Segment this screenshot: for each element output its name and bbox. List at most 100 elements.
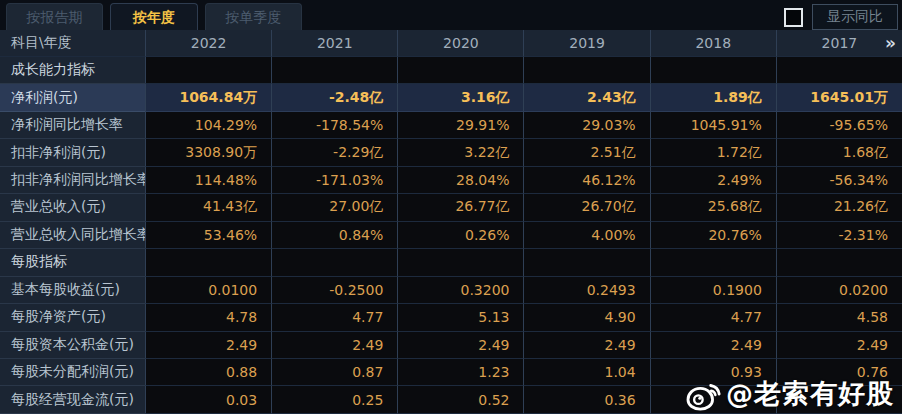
cell-value [650, 57, 776, 84]
cell-value: 2.49 [523, 332, 649, 359]
yoy-checkbox[interactable] [784, 8, 803, 27]
cell-value: 0.84% [271, 222, 397, 249]
cell-value: 1.04 [523, 359, 649, 386]
year-header-2021[interactable]: 2021 [271, 30, 397, 57]
cell-value: 4.77 [271, 304, 397, 331]
year-header-2022[interactable]: 2022 [145, 30, 271, 57]
table-row[interactable]: 营业总收入(元)41.43亿27.00亿26.77亿26.70亿25.68亿21… [0, 194, 902, 221]
cell-value: -178.54% [271, 112, 397, 139]
table-body: 成长能力指标净利润(元)1064.84万-2.48亿3.16亿2.43亿1.89… [0, 57, 902, 414]
row-label: 每股未分配利润(元) [0, 359, 145, 386]
tab-by-quarter[interactable]: 按单季度 [205, 3, 302, 30]
cell-value [650, 249, 776, 276]
year-header-2017[interactable]: 2017» [776, 30, 902, 57]
cell-value: 2.49 [650, 332, 776, 359]
row-label: 每股资本公积金(元) [0, 332, 145, 359]
cell-value: -2.29亿 [271, 139, 397, 166]
section-row[interactable]: 成长能力指标 [0, 57, 902, 84]
table-header-row: 科目\年度 2022 2021 2020 2019 2018 2017» [0, 30, 902, 57]
year-header-2018[interactable]: 2018 [650, 30, 776, 57]
cell-value: 1.23 [397, 359, 523, 386]
cell-value: 0.88 [145, 359, 271, 386]
table-row[interactable]: 每股净资产(元)4.784.775.134.904.774.58 [0, 304, 902, 331]
table-row[interactable]: 净利润同比增长率104.29%-178.54%29.91%29.03%1045.… [0, 112, 902, 139]
cell-value: 0.03 [145, 386, 271, 413]
cell-value: 21.26亿 [776, 194, 902, 221]
cell-value: 0.1900 [650, 277, 776, 304]
table-row[interactable]: 营业总收入同比增长率53.46%0.84%0.26%4.00%20.76%-2.… [0, 222, 902, 249]
cell-value: 114.48% [145, 167, 271, 194]
row-label: 扣非净利润同比增长率 [0, 167, 145, 194]
table-row[interactable]: 扣非净利润(元)3308.90万-2.29亿3.22亿2.51亿1.72亿1.6… [0, 139, 902, 166]
cell-value: 1064.84万 [145, 84, 271, 111]
cell-value: 3.16亿 [397, 84, 523, 111]
cell-value: 0.26% [397, 222, 523, 249]
cell-value: 25.68亿 [650, 194, 776, 221]
more-years-chevron-icon[interactable]: » [885, 33, 896, 53]
cell-value: -2.48亿 [271, 84, 397, 111]
cell-value: 29.03% [523, 112, 649, 139]
cell-value: 27.00亿 [271, 194, 397, 221]
cell-value: 1.89亿 [650, 84, 776, 111]
year-header-2019[interactable]: 2019 [523, 30, 649, 57]
cell-value: 26.77亿 [397, 194, 523, 221]
cell-value: 2.49% [650, 167, 776, 194]
cell-value: 104.29% [145, 112, 271, 139]
cell-value [145, 57, 271, 84]
table-row[interactable]: 每股经营现金流(元)0.030.250.520.36 [0, 386, 902, 413]
tab-by-year[interactable]: 按年度 [110, 3, 198, 30]
row-label: 每股指标 [0, 249, 145, 276]
cell-value: 4.58 [776, 304, 902, 331]
cell-value: 4.78 [145, 304, 271, 331]
row-label: 净利润同比增长率 [0, 112, 145, 139]
cell-value: -95.65% [776, 112, 902, 139]
cell-value: 28.04% [397, 167, 523, 194]
cell-value: 4.90 [523, 304, 649, 331]
cell-value [397, 249, 523, 276]
table-row[interactable]: 净利润(元)1064.84万-2.48亿3.16亿2.43亿1.89亿1645.… [0, 84, 902, 111]
cell-value: 2.43亿 [523, 84, 649, 111]
yoy-controls: 显示同比 [784, 4, 898, 30]
tab-by-report-period[interactable]: 按报告期 [6, 3, 103, 30]
period-tabbar: 按报告期 按年度 按单季度 显示同比 [0, 0, 902, 30]
cell-value: 26.70亿 [523, 194, 649, 221]
year-header-2020[interactable]: 2020 [397, 30, 523, 57]
yoy-toggle-label[interactable]: 显示同比 [812, 4, 898, 30]
table-row[interactable]: 每股资本公积金(元)2.492.492.492.492.492.49 [0, 332, 902, 359]
cell-value: 0.2493 [523, 277, 649, 304]
cell-value: 3.22亿 [397, 139, 523, 166]
cell-value: 0.52 [397, 386, 523, 413]
corner-header: 科目\年度 [0, 30, 145, 57]
cell-value: 2.49 [271, 332, 397, 359]
cell-value [776, 57, 902, 84]
cell-value: 4.77 [650, 304, 776, 331]
cell-value: 0.0200 [776, 277, 902, 304]
cell-value: 41.43亿 [145, 194, 271, 221]
cell-value: 0.36 [523, 386, 649, 413]
cell-value: -0.2500 [271, 277, 397, 304]
table-row[interactable]: 每股未分配利润(元)0.880.871.231.040.930.76 [0, 359, 902, 386]
cell-value: 3308.90万 [145, 139, 271, 166]
cell-value: 1.72亿 [650, 139, 776, 166]
cell-value: 2.49 [397, 332, 523, 359]
table-row[interactable]: 基本每股收益(元)0.0100-0.25000.32000.24930.1900… [0, 277, 902, 304]
cell-value [145, 249, 271, 276]
row-label: 营业总收入同比增长率 [0, 222, 145, 249]
cell-value: 4.00% [523, 222, 649, 249]
cell-value: 20.76% [650, 222, 776, 249]
cell-value [523, 57, 649, 84]
cell-value: 1645.01万 [776, 84, 902, 111]
cell-value: 0.25 [271, 386, 397, 413]
cell-value: 2.49 [145, 332, 271, 359]
row-label: 基本每股收益(元) [0, 277, 145, 304]
cell-value: 1045.91% [650, 112, 776, 139]
cell-value: 2.51亿 [523, 139, 649, 166]
cell-value: -2.31% [776, 222, 902, 249]
cell-value: 0.87 [271, 359, 397, 386]
row-label: 成长能力指标 [0, 57, 145, 84]
cell-value: -171.03% [271, 167, 397, 194]
cell-value: 46.12% [523, 167, 649, 194]
table-row[interactable]: 扣非净利润同比增长率114.48%-171.03%28.04%46.12%2.4… [0, 167, 902, 194]
section-row[interactable]: 每股指标 [0, 249, 902, 276]
cell-value: 2.49 [776, 332, 902, 359]
